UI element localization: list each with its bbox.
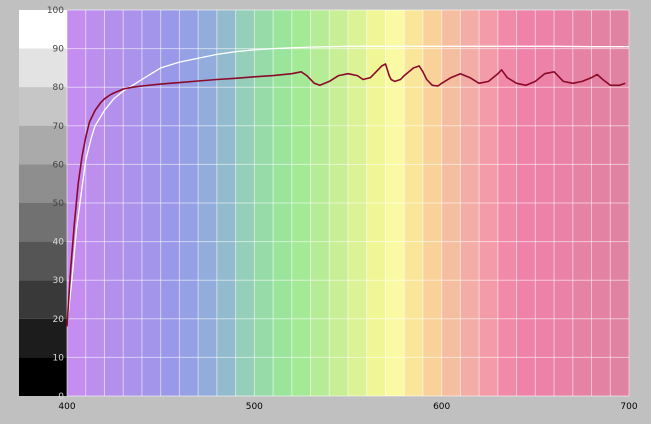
grayscale-band [19,280,67,319]
y-tick-labels: 0 10 20 30 40 50 60 70 80 90 100 [47,6,64,402]
series-line-dark-red [66,63,626,327]
grayscale-band [19,203,67,242]
y-tick-label: 10 [53,353,65,363]
x-tick-label: 400 [58,402,75,412]
grayscale-bar [19,10,67,396]
grid-lines [66,9,630,397]
y-tick-label: 40 [53,238,65,248]
y-tick-label: 70 [53,122,65,132]
y-tick-label: 0 [58,392,64,402]
y-tick-label: 100 [47,6,64,16]
grayscale-band [19,241,67,281]
grayscale-band [19,318,67,358]
grayscale-band [19,357,67,396]
series-lines [66,45,629,327]
x-tick-labels: 400 500 600 700 [58,402,637,412]
series-line-white [66,45,629,327]
grayscale-band [19,125,67,165]
grayscale-band [19,87,67,126]
grayscale-band [19,10,67,49]
y-tick-label: 20 [53,315,65,325]
x-tick-label: 600 [433,402,450,412]
y-tick-label: 90 [53,45,65,55]
grayscale-band [19,48,67,88]
y-tick-label: 80 [53,83,65,93]
grayscale-band [19,164,67,203]
y-tick-label: 30 [53,276,65,286]
x-tick-label: 500 [246,402,263,412]
y-tick-label: 60 [53,160,65,170]
x-tick-label: 700 [620,402,637,412]
y-tick-label: 50 [53,199,65,209]
